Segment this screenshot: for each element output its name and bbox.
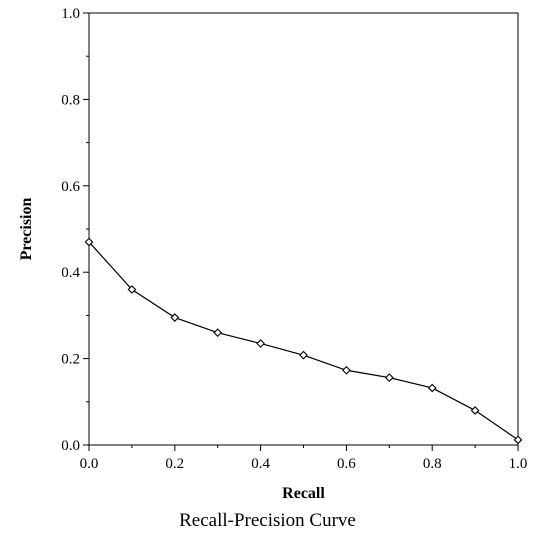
series-layer [84,237,523,445]
x-axis-ticks: 0.0 0.2 0.4 0.6 0.8 1.0 [80,445,528,472]
y-tick-label: 0.2 [61,352,80,368]
y-axis-ticks: 0.0 0.2 0.4 0.6 0.8 1.0 [61,6,89,454]
data-point-marker [427,383,437,393]
data-point-marker [84,237,94,247]
data-point-marker [513,435,523,445]
y-tick-label: 0.8 [61,92,80,108]
x-tick-label: 0.2 [165,456,184,472]
x-tick-label: 1.0 [509,456,528,472]
x-tick-label: 0.6 [337,456,356,472]
data-point-marker [299,350,308,360]
y-tick-label: 0.0 [61,438,80,454]
data-point-marker [342,365,351,375]
x-axis-title: Recall [282,485,325,502]
x-tick-label: 0.8 [423,456,442,472]
y-axis-title: Precision [18,198,35,261]
series-line [88,241,519,441]
y-tick-label: 1.0 [61,6,80,22]
data-point-marker [256,339,265,348]
y-tick-label: 0.4 [61,265,80,281]
data-point-marker [470,406,480,415]
data-point-marker [213,328,223,338]
data-point-marker [384,373,394,382]
plot-frame [88,12,519,446]
chart-caption: Recall-Precision Curve [179,510,356,531]
data-point-marker [127,285,137,294]
x-tick-label: 0.0 [80,456,99,472]
data-point-marker [170,313,180,322]
x-tick-label: 0.4 [251,456,270,472]
y-tick-label: 0.6 [61,179,80,195]
recall-precision-chart: 0.0 0.2 0.4 0.6 0.8 1.0 0.0 0.2 0.4 0.6 0.8 1.0 Re… [18,6,528,502]
